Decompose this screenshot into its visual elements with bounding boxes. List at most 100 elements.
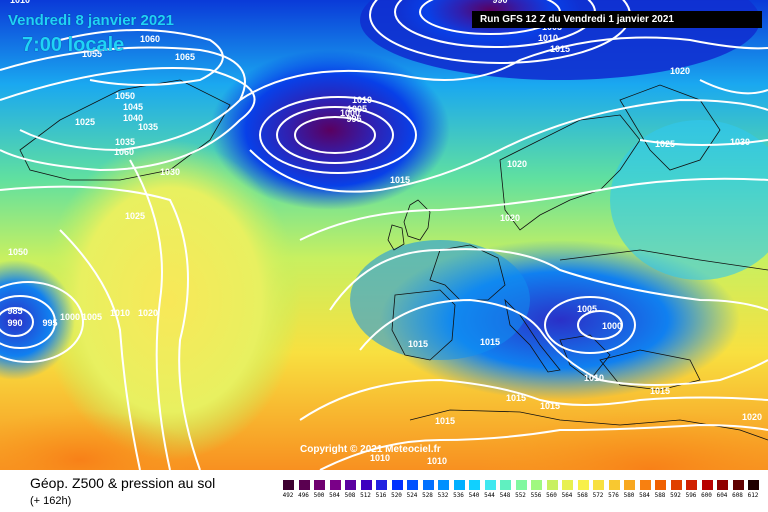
isobar-label: 1020 <box>507 159 527 169</box>
copyright: Copyright © 2021 Meteociel.fr <box>300 444 441 455</box>
scale-swatch <box>407 480 418 490</box>
scale-swatch <box>639 480 651 490</box>
scale-label: 572 <box>592 492 604 499</box>
scale-swatch <box>748 480 759 490</box>
scale-swatch <box>624 480 635 490</box>
scale-swatch <box>484 480 496 490</box>
scale-label: 516 <box>375 492 387 499</box>
scale-label: 596 <box>685 492 697 499</box>
isobar-label: 1005 <box>82 312 102 322</box>
isobar-label: 1055 <box>82 49 102 59</box>
scale-label: 556 <box>530 492 542 499</box>
scale-label: 604 <box>716 492 728 499</box>
scale-label: 544 <box>484 492 495 499</box>
scale-swatch <box>298 480 310 490</box>
scale-swatch <box>453 480 465 490</box>
run-banner: Run GFS 12 Z du Vendredi 1 janvier 2021 <box>472 11 762 28</box>
isobar-label: 1010 <box>370 453 390 463</box>
scale-swatch <box>546 480 558 490</box>
scale-label: 580 <box>623 492 635 499</box>
scale-swatch <box>345 480 356 490</box>
scale-label: 600 <box>701 492 712 499</box>
isobar-label: 1005 <box>577 304 597 314</box>
isobar-label: 1010 <box>10 0 30 5</box>
scale-label: 540 <box>468 492 480 499</box>
scale-label: 592 <box>670 492 681 499</box>
isobar-label: 1010 <box>352 95 372 105</box>
scale-label: 528 <box>422 492 433 499</box>
scale-label: 500 <box>313 492 325 499</box>
scale-swatch <box>500 480 511 490</box>
isobar-label: 1000 <box>602 321 622 331</box>
isobar-label: 1005 <box>347 104 367 114</box>
scale-label: 496 <box>298 492 309 499</box>
scale-swatch <box>283 480 294 490</box>
isobar-label: 1060 <box>114 147 134 157</box>
scale-label: 492 <box>282 492 294 499</box>
scale-swatch <box>701 480 713 490</box>
isobar-label: 1015 <box>480 337 500 347</box>
scale-label: 548 <box>499 492 511 499</box>
scale-swatch <box>329 480 341 490</box>
isobar-label: 1030 <box>160 167 180 177</box>
legend-subtitle: (+ 162h) <box>30 495 72 507</box>
isobar-label: 1025 <box>75 117 95 127</box>
scale-swatch <box>593 480 604 490</box>
isobar-label: 1015 <box>390 175 410 185</box>
scale-swatch <box>717 480 728 490</box>
scale-swatch <box>670 480 682 490</box>
scale-label: 508 <box>344 492 356 499</box>
scale-label: 532 <box>437 492 449 499</box>
isobar-label: 1000 <box>340 108 360 118</box>
scale-swatch <box>608 480 620 490</box>
scale-swatch <box>577 480 589 490</box>
isobar-label: 1035 <box>115 137 135 147</box>
isobar-label: 1025 <box>655 139 675 149</box>
isobar-label: 1010 <box>584 373 604 383</box>
isobar-label: 1010 <box>427 456 447 466</box>
scale-label: 524 <box>406 492 418 499</box>
scale-label: 588 <box>654 492 666 499</box>
scale-label: 512 <box>360 492 371 499</box>
scale-label: 504 <box>329 492 340 499</box>
isobar-label: 1000 <box>60 312 80 322</box>
scale-swatch <box>655 480 666 490</box>
isobar-label: 990 <box>492 0 507 5</box>
isobar-label: 1030 <box>730 137 750 147</box>
scale-swatch <box>562 480 573 490</box>
isobar-label: 995 <box>42 318 57 328</box>
isobar-label: 1060 <box>140 34 160 44</box>
scale-swatch <box>314 480 325 490</box>
isobar-label: 990 <box>7 318 22 328</box>
scale-label: 568 <box>577 492 588 499</box>
scale-label: 564 <box>561 492 573 499</box>
isobars <box>0 0 768 470</box>
scale-label: 560 <box>546 492 557 499</box>
isobar-label: 1025 <box>125 211 145 221</box>
scale-swatch <box>515 480 527 490</box>
isobar-label: 1020 <box>742 412 762 422</box>
isobar-label: 1020 <box>670 66 690 76</box>
scale-swatch <box>360 480 372 490</box>
isobar-label: 1040 <box>123 113 143 123</box>
forecast-time: 7:00 locale <box>22 34 125 56</box>
isobar-label: 1010 <box>110 308 130 318</box>
scale-swatch <box>422 480 434 490</box>
scale-label: 584 <box>639 492 650 499</box>
isobar-label: 1015 <box>650 386 670 396</box>
scale-swatch <box>376 480 387 490</box>
scale-label: 520 <box>391 492 402 499</box>
scale-label: 552 <box>515 492 526 499</box>
isobar-label: 1015 <box>435 416 455 426</box>
isobar-label: 1015 <box>550 44 570 54</box>
scale-swatch <box>686 480 697 490</box>
isobar-label: 1020 <box>138 308 158 318</box>
isobar-label: 1015 <box>540 401 560 411</box>
isobar-label: 1020 <box>500 213 520 223</box>
forecast-date: Vendredi 8 janvier 2021 <box>8 12 174 29</box>
isobar-label: 1050 <box>115 91 135 101</box>
isobar-label: 995 <box>346 114 361 124</box>
legend-footer: Géop. Z500 & pression au sol (+ 162h) 49… <box>0 470 768 512</box>
isobar-label: 985 <box>7 306 22 316</box>
scale-label: 536 <box>453 492 464 499</box>
